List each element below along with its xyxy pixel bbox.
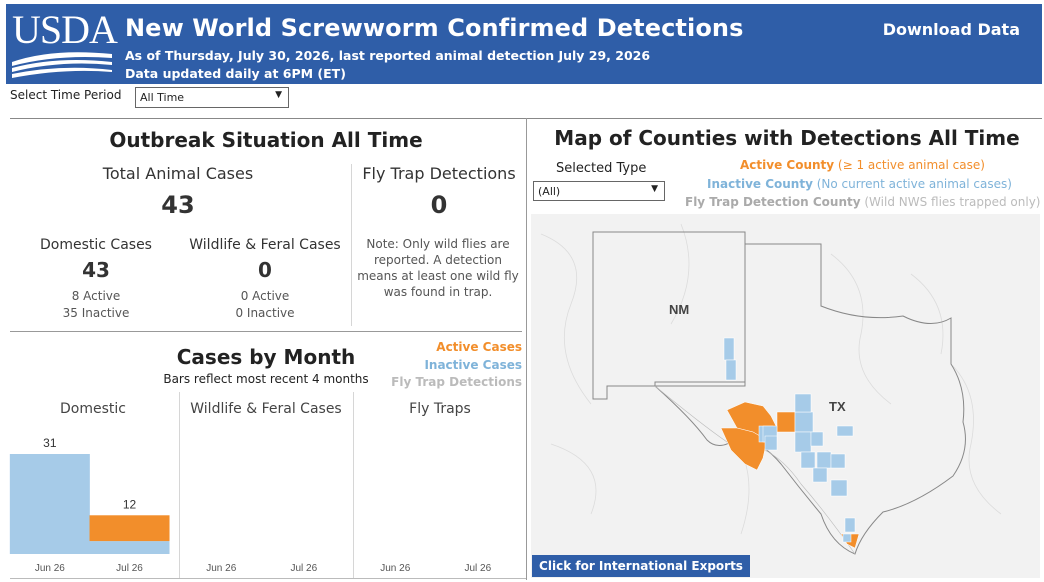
outbreak-title: Outbreak Situation All Time	[109, 128, 423, 152]
fly-trap-note: Note: Only wild flies are reported. A de…	[357, 237, 519, 299]
cases-by-month-subtitle: Bars reflect most recent 4 months	[163, 372, 369, 386]
x-tick-label: Jun 26	[35, 563, 65, 574]
fly-trap-label: Fly Trap Detections	[362, 164, 516, 183]
total-cases-value: 43	[161, 191, 195, 219]
map-legend-active-rest: (≥ 1 active animal case)	[834, 158, 985, 172]
time-period-label: Select Time Period	[10, 88, 122, 102]
page-title: New World Screwworm Confirmed Detections	[125, 14, 744, 42]
usda-swoosh-icon	[12, 52, 112, 78]
bottom-divider	[10, 578, 526, 579]
chevron-down-icon: ▼	[275, 90, 282, 100]
bar-active-cases[interactable]	[89, 515, 170, 542]
selected-type-label: Selected Type	[556, 161, 647, 176]
county-map-svg: NM TX	[531, 214, 1040, 578]
selected-type-value: (All)	[538, 185, 561, 198]
domestic-cases-value: 43	[82, 258, 110, 282]
usda-logo: USDA	[12, 7, 118, 80]
x-tick-label: Jul 26	[464, 563, 491, 574]
chart-panel-divider-1	[179, 392, 180, 578]
panel-title-domestic: Domestic	[60, 401, 126, 417]
state-label-nm: NM	[669, 302, 689, 317]
wildlife-active: 0 Active	[240, 289, 290, 303]
main-vertical-divider	[526, 118, 527, 580]
wildlife-cases-label: Wildlife & Feral Cases	[189, 237, 341, 253]
cases-by-month-chart: 31 Jun 26 12 Jul 26 Jun 26 Jul 26 Jun 26 Jul 26	[9, 436, 492, 574]
fly-trap-value: 0	[430, 191, 448, 219]
chart-panel-divider-2	[353, 392, 354, 578]
panel-title-wildlife: Wildlife & Feral Cases	[190, 401, 342, 417]
usda-logo-text: USDA	[12, 7, 118, 52]
map-legend-inactive-strong: Inactive County	[707, 177, 813, 191]
state-label-tx: TX	[829, 399, 846, 414]
bar-inactive-cases[interactable]	[9, 454, 90, 554]
x-tick-label: Jun 26	[380, 563, 410, 574]
domestic-inactive: 35 Inactive	[62, 306, 130, 320]
header-banner: USDA New World Screwworm Confirmed Detec…	[6, 4, 1042, 84]
map-legend-fly: Fly Trap Detection County (Wild NWS flie…	[685, 195, 1040, 209]
chevron-down-icon: ▼	[651, 184, 658, 194]
selected-type-select[interactable]: (All) ▼	[533, 181, 665, 201]
cases-by-month-title: Cases by Month	[176, 345, 356, 369]
map-legend-fly-rest: (Wild NWS flies trapped only)	[860, 195, 1041, 209]
wildlife-inactive: 0 Inactive	[235, 306, 295, 320]
time-period-value: All Time	[140, 91, 185, 104]
wildlife-cases-value: 0	[258, 258, 272, 282]
panel-title-fly-traps: Fly Traps	[409, 401, 471, 417]
international-exports-button[interactable]: Click for International Exports	[532, 555, 750, 577]
map-legend-active-strong: Active County	[740, 158, 835, 172]
outbreak-column-divider	[351, 164, 352, 326]
map-legend-inactive-rest: (No current active animal cases)	[812, 177, 1012, 191]
map-title: Map of Counties with Detections All Time	[554, 126, 1020, 150]
legend-fly-trap: Fly Trap Detections	[391, 375, 522, 389]
total-cases-label: Total Animal Cases	[102, 164, 254, 183]
x-tick-label: Jul 26	[290, 563, 317, 574]
county-map[interactable]: NM TX	[531, 214, 1040, 578]
x-tick-label: Jun 26	[206, 563, 236, 574]
bar-total-label: 12	[123, 497, 137, 511]
legend-active-cases: Active Cases	[436, 340, 522, 354]
x-tick-label: Jul 26	[116, 563, 143, 574]
legend-inactive-cases: Inactive Cases	[424, 358, 522, 372]
map-legend-fly-strong: Fly Trap Detection County	[685, 195, 861, 209]
map-legend-active: Active County (≥ 1 active animal case)	[740, 158, 985, 172]
update-schedule-text: Data updated daily at 6PM (ET)	[125, 66, 346, 81]
bar-inactive-cases[interactable]	[89, 541, 170, 554]
as-of-text: As of Thursday, July 30, 2026, last repo…	[125, 48, 651, 63]
map-legend-inactive: Inactive County (No current active anima…	[707, 177, 1012, 191]
bar-total-label: 31	[43, 436, 57, 450]
domestic-cases-label: Domestic Cases	[40, 237, 152, 253]
time-period-select[interactable]: All Time ▼	[135, 87, 289, 108]
domestic-active: 8 Active	[71, 289, 121, 303]
download-data-button[interactable]: Download Data	[882, 20, 1020, 39]
section-divider	[10, 331, 522, 332]
